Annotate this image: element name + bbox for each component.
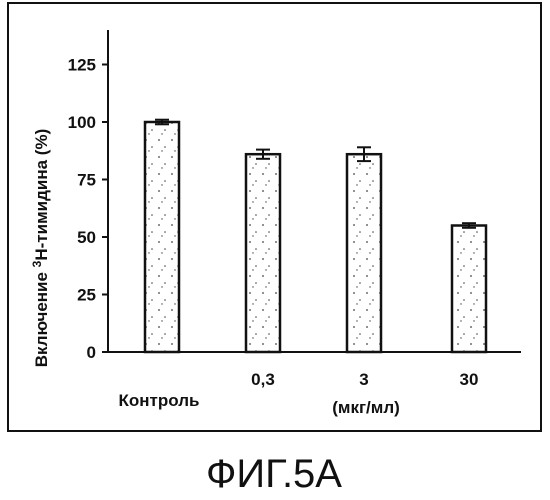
y-axis-label-prefix: Включение — [32, 267, 51, 367]
figure-caption: ФИГ.5А — [206, 452, 342, 496]
y-axis-label: Включение 3H-тимидина (%) — [30, 129, 51, 367]
plot-area: 0 25 50 75 100 125 Контроль 0,3 3 30 — [68, 30, 521, 410]
bar — [452, 226, 486, 353]
x-category-label: 3 — [359, 370, 368, 389]
bar — [347, 154, 381, 352]
x-category-label: 30 — [460, 370, 479, 389]
x-axis-unit-label: (мкг/мл) — [332, 398, 400, 417]
y-tick-label: 75 — [77, 171, 96, 190]
y-tick-label: 100 — [68, 113, 96, 132]
y-tick-label: 125 — [68, 56, 96, 75]
y-tick-label: 50 — [77, 228, 96, 247]
y-tick-label: 0 — [87, 343, 96, 362]
bar — [246, 154, 280, 352]
y-tick-label: 25 — [77, 286, 96, 305]
y-axis-label-suffix: H-тимидина (%) — [32, 129, 51, 261]
x-category-label: Контроль — [119, 391, 200, 410]
x-category-label: 0,3 — [251, 370, 275, 389]
bar — [145, 122, 179, 352]
